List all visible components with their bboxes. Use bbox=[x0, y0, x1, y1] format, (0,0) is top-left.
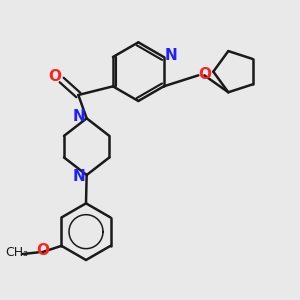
Text: CH₃: CH₃ bbox=[5, 246, 28, 259]
Text: N: N bbox=[165, 48, 177, 63]
Text: O: O bbox=[49, 69, 62, 84]
Text: N: N bbox=[73, 169, 86, 184]
Text: O: O bbox=[198, 67, 211, 82]
Text: N: N bbox=[73, 109, 86, 124]
Text: O: O bbox=[36, 243, 49, 258]
